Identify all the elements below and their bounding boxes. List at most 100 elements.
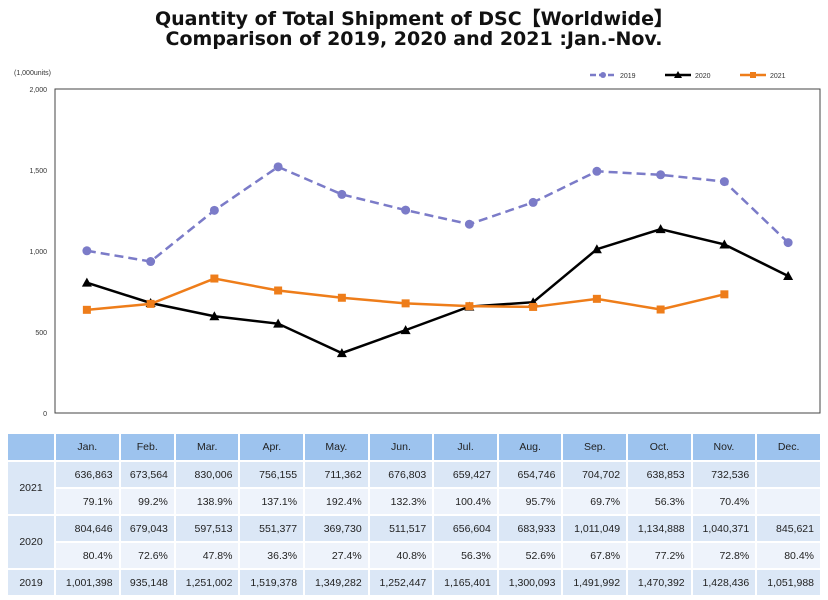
data-point-2019	[464, 219, 474, 229]
unit-label: (1,000units)	[14, 70, 51, 77]
value-cell: 804,646	[54, 514, 121, 543]
data-point-2019	[401, 205, 411, 215]
value-cell: 1,519,378	[238, 568, 306, 597]
data-point-2020	[400, 325, 411, 335]
value-cell: 1,165,401	[432, 568, 499, 597]
value-cell: 676,803	[367, 460, 435, 489]
ratio-cell: 79.1%	[54, 487, 121, 516]
ratio-cell: 99.2%	[118, 487, 176, 516]
data-point-2019	[592, 166, 602, 176]
data-point-2020	[336, 348, 347, 358]
value-cell: 638,853	[626, 460, 693, 489]
y-tick-label: 500	[35, 330, 47, 337]
chart-title-line2: Comparison of 2019, 2020 and 2021 :Jan.-…	[165, 28, 663, 50]
legend-label-2019: 2019	[620, 73, 636, 80]
value-cell: 704,702	[561, 460, 629, 489]
data-point-2020	[591, 244, 602, 254]
data-point-2021	[82, 305, 91, 314]
month-header: May.	[303, 432, 370, 462]
data-point-2021	[274, 286, 283, 295]
month-header: Apr.	[238, 432, 306, 462]
legend-label-2020: 2020	[695, 73, 711, 80]
data-point-2021	[465, 302, 474, 311]
value-cell: 654,746	[496, 460, 564, 489]
ratio-cell: 77.2%	[626, 541, 693, 570]
chart-title-line1: Quantity of Total Shipment of DSC【Worldw…	[154, 8, 674, 30]
data-point-2021	[720, 290, 729, 299]
table-row: 2019 1,001,398 935,148 1,251,002 1,519,378 1,…	[6, 568, 822, 597]
table-row: 2021 636,863 673,564 830,006 756,155 711,362 6…	[6, 460, 822, 516]
data-point-2021	[210, 274, 219, 283]
value-cell: 830,006	[173, 460, 241, 489]
value-cell: 1,040,371	[690, 514, 758, 543]
value-cell: 1,428,436	[690, 568, 758, 597]
month-header: Feb.	[118, 432, 176, 462]
ratio-cell: 138.9%	[173, 487, 241, 516]
value-cell: 1,470,392	[626, 568, 693, 597]
data-point-2020	[719, 239, 730, 249]
data-point-2019	[337, 189, 347, 199]
value-cell: 551,377	[238, 514, 306, 543]
value-cell: 1,491,992	[561, 568, 629, 597]
data-point-2019	[146, 257, 156, 267]
ratio-cell: 70.4%	[690, 487, 758, 516]
ratio-cell: 56.3%	[432, 541, 499, 570]
month-header: Jan.	[54, 432, 121, 462]
ratio-cell	[755, 487, 822, 516]
ratio-cell: 137.1%	[238, 487, 306, 516]
year-label: 2021	[6, 460, 56, 516]
legend-label-2021: 2021	[770, 73, 786, 80]
ratio-cell: 36.3%	[238, 541, 306, 570]
line-chart: 0 500 1,000 1,500 2,000 (1,000units) 2019 2020 2…	[14, 70, 821, 418]
data-point-2021	[401, 299, 410, 308]
ratio-cell: 27.4%	[303, 541, 370, 570]
ratio-cell: 192.4%	[303, 487, 370, 516]
ratio-cell: 72.8%	[690, 541, 758, 570]
plot-area	[54, 88, 821, 414]
data-point-2019	[656, 170, 666, 180]
ratio-cell: 80.4%	[755, 541, 822, 570]
value-cell: 1,252,447	[367, 568, 435, 597]
value-cell: 1,134,888	[626, 514, 693, 543]
year-label: 2019	[6, 568, 56, 597]
data-point-2019	[82, 246, 92, 256]
value-cell: 1,001,398	[54, 568, 121, 597]
ratio-cell: 67.8%	[561, 541, 629, 570]
value-cell: 1,051,988	[755, 568, 822, 597]
ratio-cell: 132.3%	[367, 487, 435, 516]
legend-marker-2020	[674, 71, 682, 78]
ratio-cell: 40.8%	[367, 541, 435, 570]
value-cell: 597,513	[173, 514, 241, 543]
ratio-cell: 100.4%	[432, 487, 499, 516]
ratio-cell: 47.8%	[173, 541, 241, 570]
data-point-2020	[655, 224, 666, 234]
data-point-2020	[273, 318, 284, 328]
data-table: Jan. Feb. Mar. Apr. May. Jun. Jul. Aug. Sep. Oct.…	[6, 432, 822, 597]
table-corner	[6, 432, 56, 462]
data-point-2019	[719, 177, 729, 187]
data-point-2020	[209, 311, 220, 321]
value-cell: 683,933	[496, 514, 564, 543]
value-cell: 732,536	[690, 460, 758, 489]
value-cell: 369,730	[303, 514, 370, 543]
year-label: 2020	[6, 514, 56, 570]
legend-marker-2021	[750, 72, 756, 78]
legend-marker-2019	[600, 72, 606, 78]
month-header: Dec.	[755, 432, 822, 462]
ratio-cell: 52.6%	[496, 541, 564, 570]
ratio-cell: 56.3%	[626, 487, 693, 516]
data-point-2019	[273, 162, 283, 172]
month-header: Mar.	[173, 432, 241, 462]
ratio-cell: 95.7%	[496, 487, 564, 516]
series-line-2019	[86, 165, 789, 263]
table-row-ratio: 80.4% 72.6% 47.8% 36.3% 27.4% 40.8% 56.3% 52.6%…	[7, 541, 822, 570]
data-point-2020	[783, 271, 794, 281]
value-cell: 679,043	[118, 514, 176, 543]
table-row: 2020 804,646 679,043 597,513 551,377 369,730 5…	[6, 514, 822, 570]
data-point-2019	[783, 238, 793, 248]
value-cell: 756,155	[238, 460, 306, 489]
value-cell: 1,349,282	[303, 568, 370, 597]
value-cell: 673,564	[118, 460, 176, 489]
value-cell: 935,148	[118, 568, 176, 597]
data-point-2021	[529, 302, 538, 311]
